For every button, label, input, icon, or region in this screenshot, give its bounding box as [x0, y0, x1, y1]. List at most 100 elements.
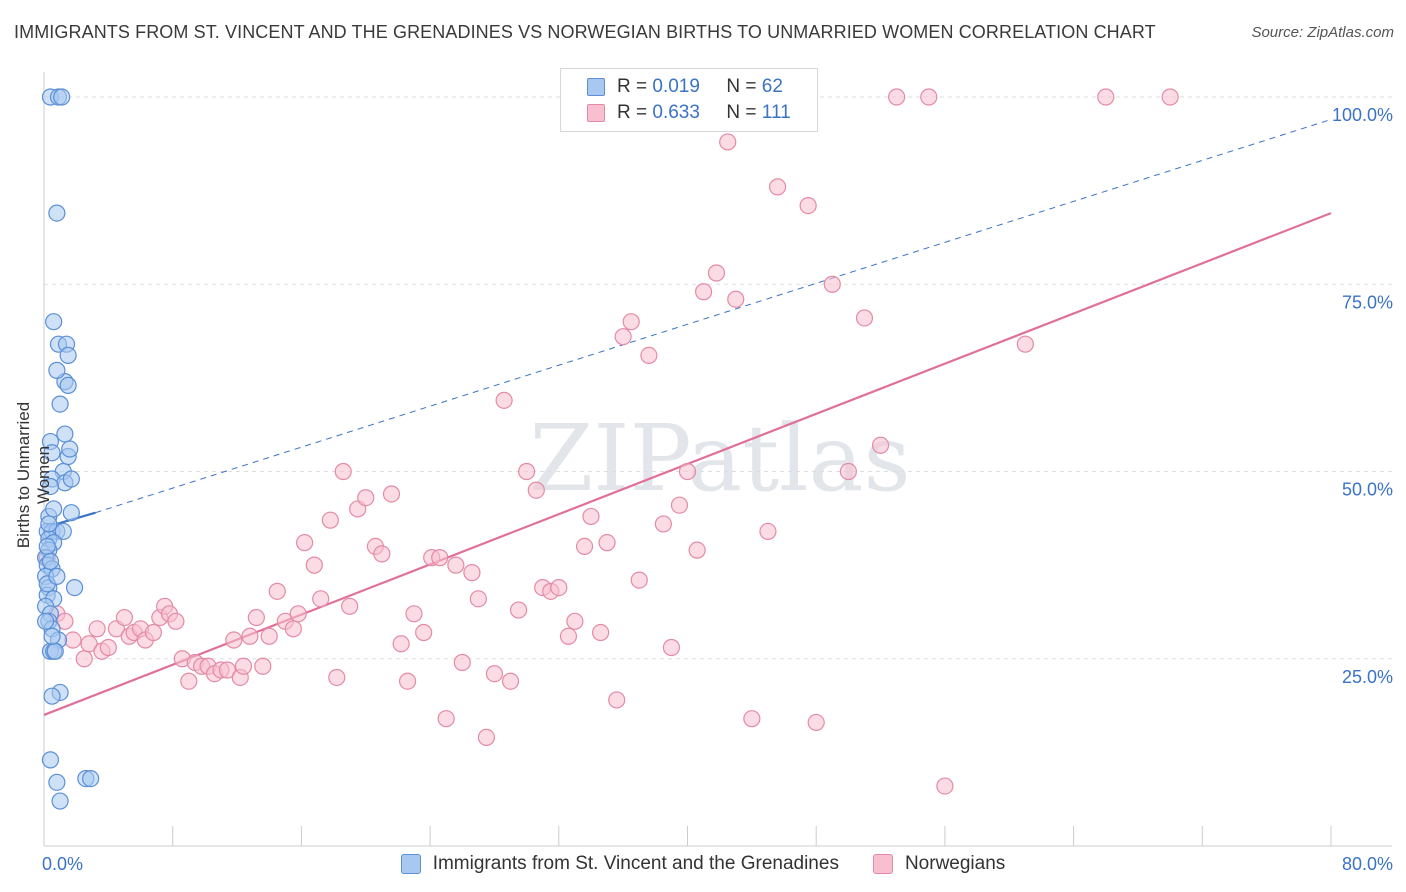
- pink-swatch: [587, 104, 605, 122]
- r-value-pink: 0.633: [652, 102, 700, 123]
- data-point-norwegians: [341, 597, 359, 615]
- blue-swatch: [400, 854, 421, 874]
- data-point-norwegians: [1016, 335, 1034, 353]
- data-point-norwegians: [888, 88, 906, 106]
- data-point-norwegians: [334, 462, 352, 481]
- data-point-norwegians: [799, 197, 817, 215]
- data-point-norwegians: [392, 635, 410, 653]
- data-point-immigrants: [53, 88, 71, 106]
- legend-label-norwegians: Norwegians: [904, 853, 1006, 874]
- data-point-norwegians: [719, 133, 737, 151]
- axes: [43, 72, 1392, 847]
- y-axis-label: Births to Unmarried Women: [14, 401, 53, 549]
- y-tick-label: 25.0%: [1342, 667, 1393, 687]
- data-point-norwegians: [936, 777, 954, 795]
- data-point-immigrants: [62, 470, 80, 488]
- data-point-norwegians: [640, 346, 658, 365]
- data-point-norwegians: [234, 657, 253, 675]
- data-point-norwegians: [592, 623, 610, 642]
- data-point-norwegians: [575, 537, 594, 556]
- data-point-immigrants: [48, 567, 66, 585]
- data-point-immigrants: [59, 376, 77, 394]
- x-tick-label: 80.0%: [1342, 854, 1393, 874]
- trend-line-immigrants-extension: [95, 118, 1332, 514]
- data-point-norwegians: [469, 590, 487, 608]
- data-point-norwegians: [180, 672, 198, 690]
- data-point-norwegians: [670, 496, 689, 514]
- data-point-immigrants: [48, 361, 66, 379]
- n-value-pink: 111: [761, 102, 791, 123]
- data-point-norwegians: [477, 728, 496, 746]
- data-point-norwegians: [312, 590, 330, 608]
- data-point-immigrants: [59, 346, 77, 365]
- data-point-norwegians: [260, 627, 278, 645]
- data-point-norwegians: [247, 608, 265, 627]
- data-point-norwegians: [296, 534, 314, 552]
- data-point-norwegians: [768, 178, 787, 196]
- data-point-norwegians: [328, 668, 346, 687]
- r-value-blue: 0.019: [652, 76, 700, 97]
- data-point-immigrants: [43, 627, 61, 645]
- data-point-norwegians: [654, 515, 672, 533]
- data-point-norwegians: [920, 88, 938, 106]
- legend-item-immigrants[interactable]: Immigrants from St. Vincent and the Gren…: [400, 850, 839, 878]
- data-point-norwegians: [75, 650, 93, 668]
- data-point-norwegians: [415, 623, 433, 642]
- source-label: Source: ZipAtlas.com: [1251, 24, 1394, 41]
- data-point-norwegians: [167, 612, 185, 630]
- data-point-norwegians: [630, 571, 648, 589]
- data-point-norwegians: [707, 264, 726, 282]
- legend-row-blue: R = 0.019 N = 62: [587, 75, 783, 99]
- y-tick-label: 50.0%: [1342, 480, 1393, 500]
- data-point-immigrants: [62, 504, 80, 522]
- data-point-norwegians: [284, 620, 302, 638]
- n-label: N =: [726, 76, 757, 97]
- data-point-norwegians: [321, 511, 339, 529]
- data-point-norwegians: [225, 631, 243, 649]
- data-point-norwegians: [405, 605, 423, 623]
- data-point-norwegians: [495, 391, 513, 409]
- data-point-norwegians: [241, 627, 259, 645]
- n-value-blue: 62: [761, 76, 783, 97]
- pink-swatch: [872, 854, 893, 874]
- data-point-norwegians: [88, 620, 106, 638]
- tick-labels: 25.0% 50.0% 75.0% 100.0% 0.0% 80.0%: [42, 105, 1393, 874]
- data-point-immigrants: [41, 477, 60, 496]
- svg-immigrants-points: [37, 88, 100, 810]
- data-point-immigrants: [82, 769, 100, 788]
- data-point-norwegians: [268, 582, 286, 600]
- data-point-norwegians: [518, 462, 536, 481]
- data-point-norwegians: [598, 534, 616, 552]
- data-point-immigrants: [48, 204, 66, 222]
- data-point-norwegians: [839, 462, 857, 481]
- data-point-immigrants: [37, 612, 55, 630]
- data-point-norwegians: [431, 549, 449, 567]
- data-point-norwegians: [115, 608, 134, 627]
- data-point-norwegians: [382, 485, 401, 503]
- data-point-immigrants: [43, 444, 61, 462]
- data-point-immigrants: [48, 773, 66, 791]
- data-point-norwegians: [1097, 88, 1115, 106]
- data-point-immigrants: [41, 552, 60, 570]
- data-point-norwegians: [871, 436, 890, 454]
- data-point-norwegians: [823, 275, 841, 293]
- data-point-immigrants: [65, 578, 84, 597]
- n-label: N =: [726, 102, 757, 123]
- blue-swatch: [587, 78, 605, 96]
- data-point-norwegians: [305, 556, 323, 574]
- data-point-norwegians: [688, 541, 706, 559]
- data-point-norwegians: [559, 627, 578, 645]
- data-point-norwegians: [622, 313, 640, 331]
- data-point-immigrants: [43, 687, 61, 705]
- legend-stats: R = 0.019 N = 62 R = 0.633 N = 111: [560, 68, 818, 132]
- data-point-norwegians: [807, 713, 825, 732]
- x-tick-label: 0.0%: [42, 854, 83, 874]
- data-point-immigrants: [61, 440, 79, 458]
- data-point-norwegians: [662, 638, 681, 657]
- data-point-norwegians: [501, 672, 520, 690]
- legend-series: Immigrants from St. Vincent and the Gren…: [0, 850, 1406, 878]
- chart-title: IMMIGRANTS FROM ST. VINCENT AND THE GREN…: [14, 22, 1156, 42]
- legend-item-norwegians[interactable]: Norwegians: [872, 850, 1006, 878]
- data-point-immigrants: [45, 313, 63, 331]
